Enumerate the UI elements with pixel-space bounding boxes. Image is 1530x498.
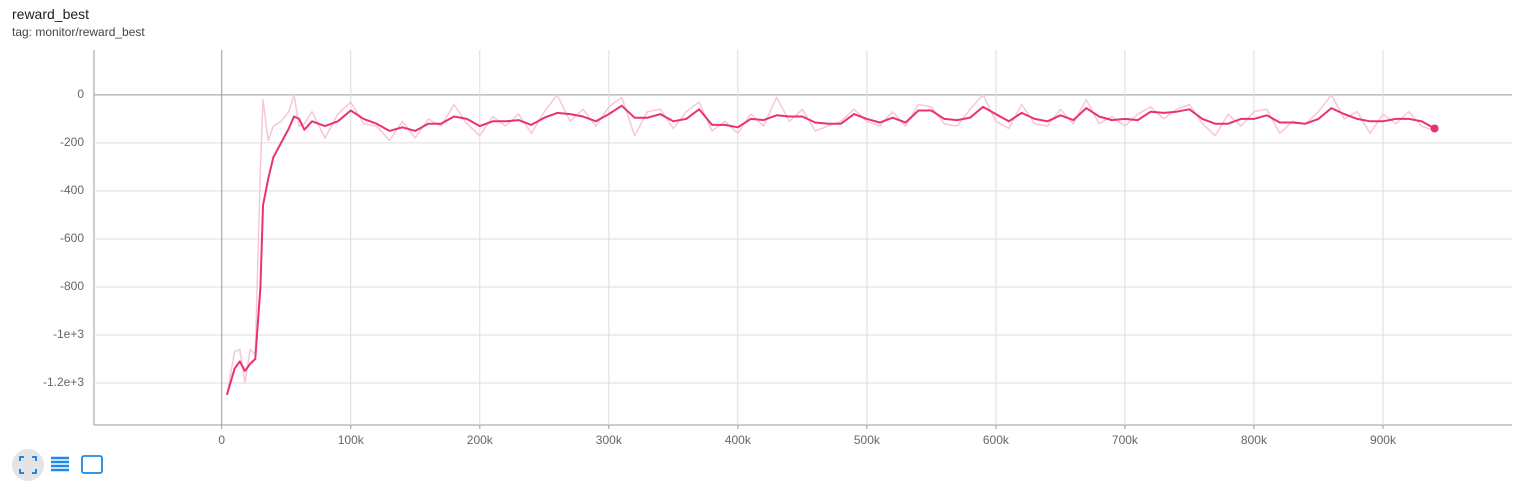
series-line	[226, 94, 1435, 396]
chart-title: reward_best	[12, 6, 90, 22]
y-tick-label: -1e+3	[53, 327, 84, 341]
chart-subtitle: tag: monitor/reward_best	[12, 25, 145, 39]
fit-icon[interactable]	[19, 456, 37, 474]
y-tick-label: -600	[60, 231, 84, 245]
x-tick-label: 400k	[725, 433, 752, 447]
x-tick-label: 900k	[1370, 433, 1397, 447]
fit-button-bg[interactable]	[12, 449, 44, 481]
series-line	[225, 104, 1436, 396]
y-tick-label: -200	[60, 135, 84, 149]
x-tick-label: 800k	[1241, 433, 1268, 447]
y-tick-label: -400	[60, 183, 84, 197]
y-tick-label: -800	[60, 279, 84, 293]
x-tick-label: 100k	[338, 433, 365, 447]
toolbar	[12, 449, 103, 481]
end-point	[1430, 124, 1439, 133]
x-tick-label: 300k	[596, 433, 623, 447]
y-tick-label: -1.2e+3	[43, 375, 84, 389]
zoom-icon[interactable]	[81, 455, 103, 474]
legend-icon[interactable]	[51, 456, 69, 472]
x-tick-label: 700k	[1112, 433, 1139, 447]
y-tick-label: 0	[77, 87, 84, 101]
x-tick-label: 600k	[983, 433, 1010, 447]
x-tick-label: 0	[218, 433, 225, 447]
x-tick-label: 500k	[854, 433, 881, 447]
x-tick-label: 200k	[467, 433, 494, 447]
grid	[94, 50, 1512, 425]
